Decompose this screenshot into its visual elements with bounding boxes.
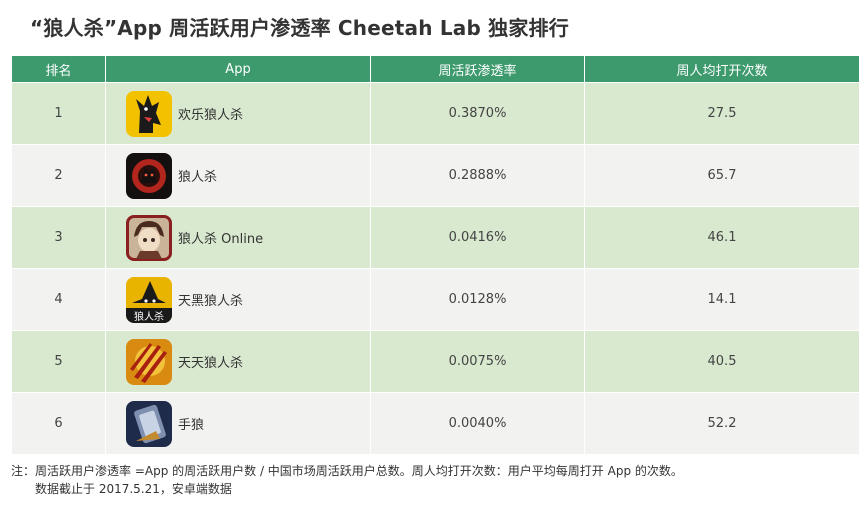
red-moon-wolf-icon — [126, 152, 172, 199]
table-header-row: 排名 App 周活跃渗透率 周人均打开次数 — [11, 56, 860, 83]
wolf-howl-icon — [126, 90, 172, 137]
footnote: 注：周活跃用户渗透率 =App 的周活跃用户数 / 中国市场周活跃用户总数。周人… — [11, 462, 683, 498]
page-title: “狼人杀”App 周活跃用户渗透率 Cheetah Lab 独家排行 — [30, 16, 569, 40]
opens-cell: 52.2 — [584, 392, 860, 455]
footnote-line-1: 注：周活跃用户渗透率 =App 的周活跃用户数 / 中国市场周活跃用户总数。周人… — [11, 464, 683, 478]
table-row: 6 手狼 0.0040% 52.2 — [11, 392, 860, 455]
opens-cell: 14.1 — [584, 268, 860, 331]
penetration-cell: 0.0040% — [370, 392, 585, 455]
table-row: 3 狼人杀 Online — [11, 206, 860, 269]
app-name: 欢乐狼人杀 — [178, 108, 244, 123]
penetration-cell: 0.3870% — [370, 82, 585, 145]
app-cell: 天天狼人杀 — [105, 330, 371, 393]
app-cell: 手狼 — [105, 392, 371, 455]
penetration-cell: 0.0416% — [370, 206, 585, 269]
app-cell: 欢乐狼人杀 — [105, 82, 371, 145]
app-name: 手狼 — [178, 418, 205, 433]
penetration-cell: 0.0075% — [370, 330, 585, 393]
app-name: 天天狼人杀 — [178, 356, 244, 371]
rank-cell: 6 — [11, 392, 106, 455]
witch-hat-icon: 狼人杀 — [126, 276, 172, 323]
table-row: 1 欢乐狼人杀 0.3870% 27.5 — [11, 82, 860, 145]
opens-cell: 46.1 — [584, 206, 860, 269]
icon-label: 狼人杀 — [134, 310, 164, 323]
app-cell: 狼人杀 — [105, 144, 371, 207]
card-icon — [126, 400, 172, 447]
app-name: 天黑狼人杀 — [178, 294, 244, 309]
claw-scratch-icon — [126, 338, 172, 385]
app-name: 狼人杀 — [178, 170, 218, 185]
penetration-cell: 0.2888% — [370, 144, 585, 207]
rank-cell: 1 — [11, 82, 106, 145]
rank-cell: 2 — [11, 144, 106, 207]
header-app: App — [105, 56, 371, 83]
app-cell: 狼人杀 Online — [105, 206, 371, 269]
rank-cell: 4 — [11, 268, 106, 331]
table-row: 5 天天狼人杀 0.0075% 40.5 — [11, 330, 860, 393]
table-row: 4 狼人杀 天黑狼人杀 0.0 — [11, 268, 860, 331]
table-row: 2 狼人杀 0.2888% — [11, 144, 860, 207]
character-avatar-icon — [126, 214, 172, 261]
app-name: 狼人杀 Online — [178, 232, 264, 247]
ranking-table: 排名 App 周活跃渗透率 周人均打开次数 1 欢乐 — [11, 56, 860, 455]
penetration-cell: 0.0128% — [370, 268, 585, 331]
opens-cell: 40.5 — [584, 330, 860, 393]
header-rank: 排名 — [11, 56, 106, 83]
app-cell: 狼人杀 天黑狼人杀 — [105, 268, 371, 331]
rank-cell: 3 — [11, 206, 106, 269]
opens-cell: 27.5 — [584, 82, 860, 145]
rank-cell: 5 — [11, 330, 106, 393]
opens-cell: 65.7 — [584, 144, 860, 207]
header-opens: 周人均打开次数 — [584, 56, 860, 83]
footnote-line-2: 数据截止于 2017.5.21，安卓端数据 — [35, 482, 232, 496]
header-penetration: 周活跃渗透率 — [370, 56, 585, 83]
